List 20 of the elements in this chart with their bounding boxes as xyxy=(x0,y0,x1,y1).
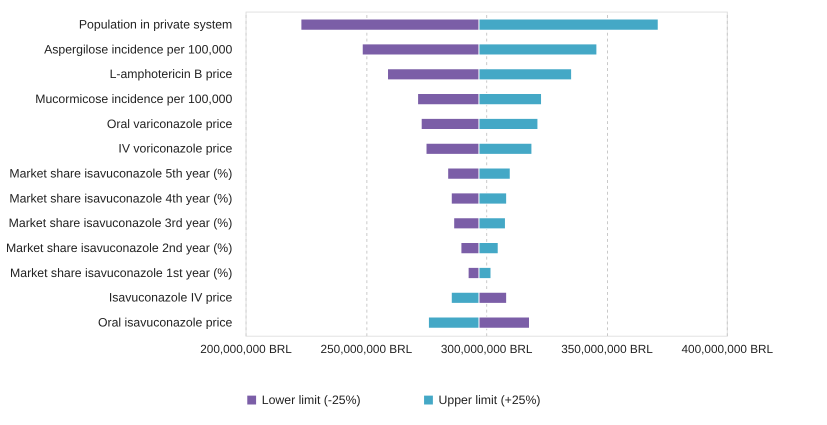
y-tick-label: Market share isavuconazole 3rd year (%) xyxy=(8,216,232,230)
x-tick-label: 350,000,000 BRL xyxy=(561,342,654,356)
x-tick-label: 300,000,000 BRL xyxy=(440,342,533,356)
legend-label: Upper limit (+25%) xyxy=(438,392,540,407)
legend-label: Lower limit (-25%) xyxy=(262,392,361,407)
y-tick-label: Oral variconazole price xyxy=(106,116,232,131)
x-tick-label: 250,000,000 BRL xyxy=(320,342,413,356)
y-tick-label: IV voriconazole price xyxy=(118,142,232,156)
y-tick-label: Isavuconazole IV price xyxy=(108,290,232,305)
y-tick-label: Market share isavuconazole 2nd year (%) xyxy=(6,241,232,256)
y-tick-label: Market share isavuconazole 4th year (%) xyxy=(9,191,232,206)
y-tick-label: Market share isavuconazole 1st year (%) xyxy=(10,266,232,280)
x-tick-label: 200,000,000 BRL xyxy=(200,342,292,356)
y-tick-label: Oral isavuconazole price xyxy=(98,316,232,330)
y-tick-label: L-amphotericin B price xyxy=(110,67,232,82)
y-tick-label: Mucormicose incidence per 100,000 xyxy=(35,92,232,106)
y-tick-label: Market share isavuconazole 5th year (%) xyxy=(9,166,232,181)
y-tick-label: Aspergilose incidence per 100,000 xyxy=(44,42,232,56)
x-tick-label: 400,000,000 BRL xyxy=(682,342,774,356)
y-tick-label: Population in private system xyxy=(78,18,232,32)
